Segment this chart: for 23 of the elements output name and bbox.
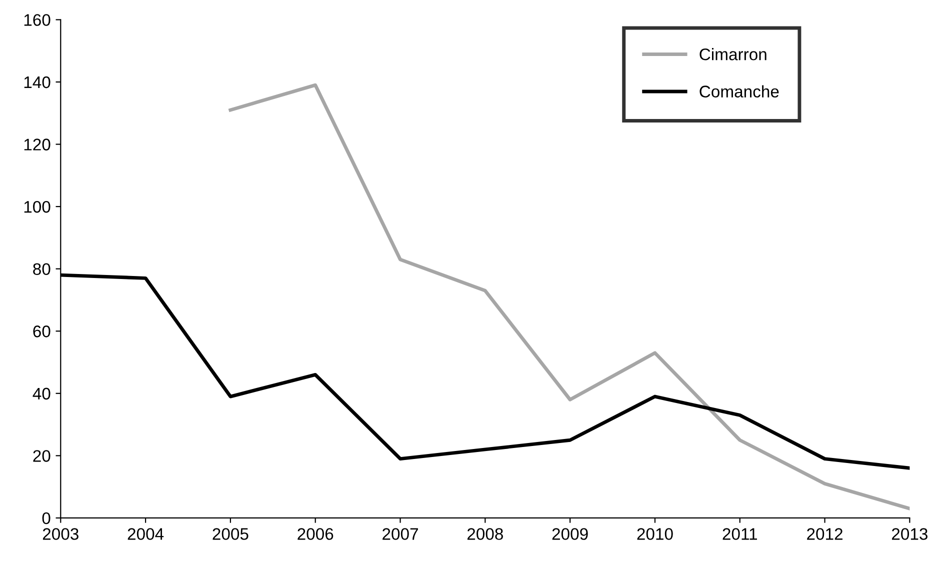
y-tick-label: 100: [24, 200, 50, 213]
legend-label: Comanche: [700, 85, 779, 98]
y-tick-label: 60: [33, 326, 50, 338]
y-tick-label: 20: [33, 450, 50, 462]
x-tick-label: 2010: [637, 528, 673, 540]
y-tick-label: 160: [24, 14, 50, 26]
x-tick-label: 2012: [807, 528, 842, 540]
y-tick-label: 120: [24, 138, 50, 150]
x-tick-label: 2004: [128, 528, 164, 540]
x-tick-label: 2008: [467, 528, 503, 540]
x-tick-label: 2013: [892, 528, 928, 540]
x-tick-label: 2003: [42, 528, 78, 540]
x-tick-label: 2005: [212, 528, 248, 540]
y-tick-label: 80: [33, 263, 50, 276]
line-series: [228, 83, 910, 510]
x-tick-label: 2007: [382, 528, 418, 540]
y-tick-label: 140: [24, 76, 50, 88]
legend-label: Cimarron: [700, 48, 766, 60]
x-tick-label: 2009: [552, 528, 588, 540]
y-tick-label: 40: [32, 388, 50, 400]
x-tick-label: 2006: [298, 528, 334, 540]
y-tick-label: 0: [42, 512, 50, 524]
x-tick-label: 2011: [722, 528, 757, 540]
